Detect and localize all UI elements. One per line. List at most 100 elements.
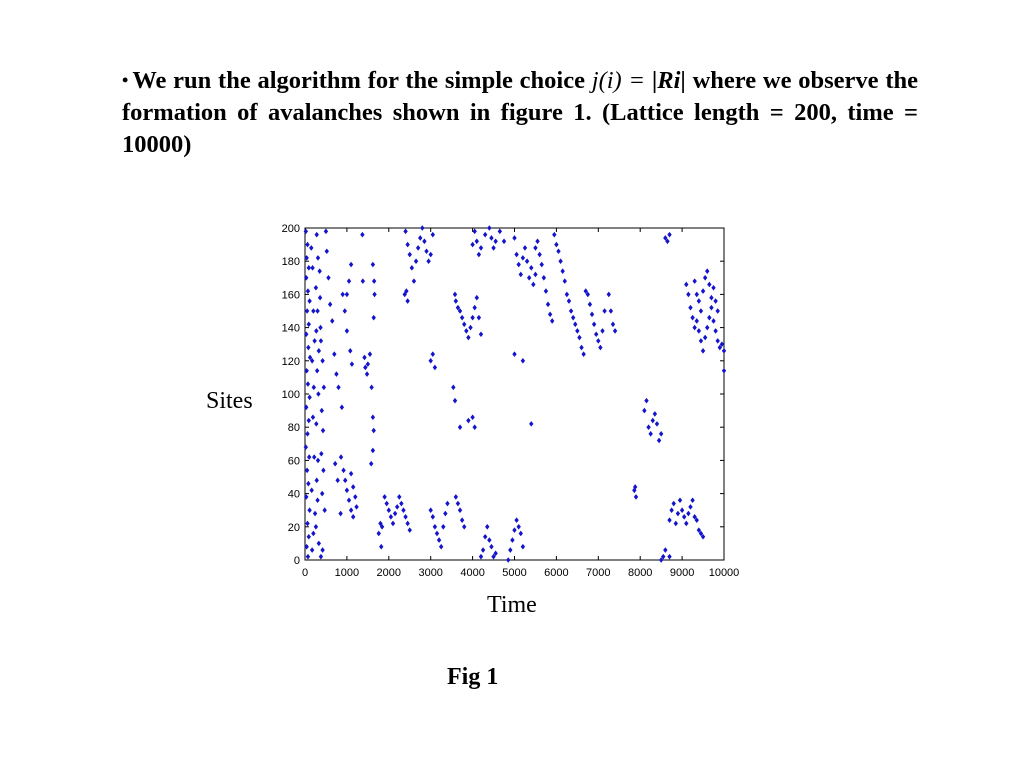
data-point — [306, 321, 311, 328]
data-point — [365, 361, 371, 367]
data-point — [422, 238, 427, 245]
data-point — [573, 321, 578, 328]
data-point — [700, 533, 706, 540]
data-point — [594, 331, 599, 338]
data-point — [489, 543, 494, 550]
data-point — [518, 271, 523, 278]
data-point — [462, 321, 467, 328]
data-point — [470, 414, 475, 421]
data-point — [344, 487, 350, 494]
data-point — [452, 291, 458, 298]
data-point — [438, 543, 444, 550]
data-point — [705, 268, 710, 274]
data-point — [318, 338, 324, 344]
y-tick-label: 20 — [288, 522, 300, 534]
data-point — [478, 331, 484, 338]
data-point — [562, 278, 567, 284]
data-point — [667, 553, 672, 560]
data-point — [501, 238, 507, 245]
data-point — [369, 384, 374, 391]
data-point — [520, 358, 526, 364]
data-point — [482, 533, 488, 540]
data-point — [310, 414, 316, 421]
data-point — [376, 530, 381, 537]
data-point — [531, 281, 536, 288]
data-point — [403, 228, 408, 235]
data-point — [658, 431, 664, 437]
data-point — [705, 324, 710, 331]
data-point — [304, 275, 309, 281]
data-point — [316, 540, 322, 547]
data-point — [321, 467, 326, 474]
data-point — [608, 308, 614, 314]
data-point — [311, 530, 316, 537]
data-point — [453, 298, 459, 304]
data-point — [343, 477, 348, 484]
paragraph-part-1: We run the algorithm for the simple choi… — [132, 67, 592, 94]
data-point — [681, 514, 687, 520]
data-point — [388, 514, 394, 520]
data-point — [493, 550, 498, 557]
data-point — [318, 324, 323, 331]
data-point — [304, 255, 309, 261]
data-point — [550, 318, 555, 324]
data-point — [455, 304, 461, 311]
data-point — [317, 294, 323, 301]
data-point — [478, 245, 484, 251]
data-point — [319, 450, 324, 457]
data-point — [459, 314, 465, 321]
data-point — [428, 251, 433, 258]
data-point — [686, 510, 691, 517]
data-point — [310, 265, 315, 271]
data-point — [508, 547, 513, 553]
data-point — [552, 231, 557, 238]
data-point — [320, 547, 325, 553]
data-point — [476, 314, 482, 321]
data-point — [428, 358, 433, 364]
data-point — [304, 467, 310, 474]
data-point — [459, 517, 465, 523]
data-point — [506, 557, 511, 563]
data-point — [420, 225, 425, 231]
data-point — [317, 268, 322, 274]
data-point — [305, 431, 310, 437]
x-tick-label: 6000 — [544, 567, 568, 579]
y-tick-label: 160 — [282, 289, 300, 301]
data-point — [348, 470, 354, 477]
data-point — [305, 553, 311, 560]
data-point — [404, 288, 409, 294]
data-point — [313, 284, 319, 291]
data-point — [707, 281, 712, 288]
data-point — [349, 361, 355, 367]
data-point — [485, 524, 490, 530]
data-point — [320, 358, 325, 364]
data-point — [311, 384, 316, 391]
data-point — [537, 251, 542, 258]
x-tick-label: 2000 — [377, 567, 401, 579]
data-point — [472, 228, 477, 235]
x-tick-label: 10000 — [709, 567, 740, 579]
data-point — [606, 291, 611, 298]
data-point — [466, 417, 471, 424]
data-point — [650, 417, 655, 424]
data-point — [428, 507, 433, 513]
data-point — [452, 397, 458, 404]
data-point — [415, 245, 421, 251]
data-point — [663, 235, 668, 241]
data-point — [474, 238, 479, 245]
data-point — [709, 304, 714, 311]
data-point — [309, 547, 315, 553]
data-point — [348, 261, 354, 268]
data-point — [334, 371, 339, 377]
data-point — [304, 308, 310, 314]
data-point — [430, 514, 435, 520]
data-point — [698, 308, 704, 314]
data-point — [405, 298, 410, 304]
data-point — [472, 304, 477, 311]
data-point — [585, 291, 591, 298]
data-point — [570, 314, 576, 321]
data-point — [338, 454, 344, 460]
data-point — [306, 344, 311, 351]
data-point — [306, 533, 311, 540]
data-point — [692, 514, 697, 520]
